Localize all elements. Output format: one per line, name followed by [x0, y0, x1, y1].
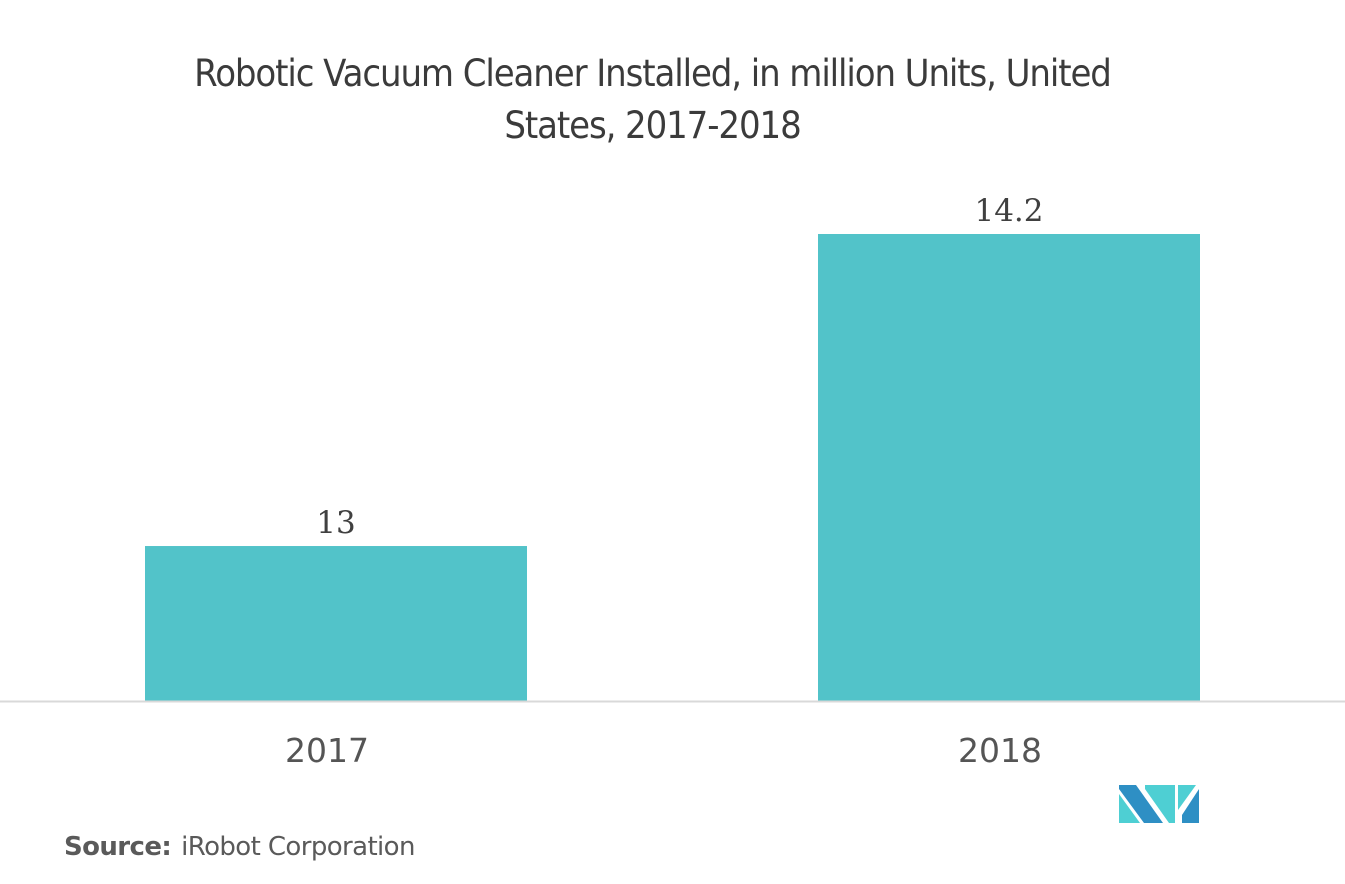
- chart-title-line-1: Robotic Vacuum Cleaner Installed, in mil…: [194, 52, 1112, 95]
- bar-2018: [818, 234, 1200, 701]
- value-label-2017: 13: [316, 505, 355, 541]
- chart-title: Robotic Vacuum Cleaner Installed, in mil…: [163, 48, 1143, 152]
- value-label-2018: 14.2: [974, 193, 1043, 229]
- x-tick-label-2018: 2018: [958, 731, 1042, 770]
- bars-group: [145, 234, 1200, 701]
- bar-2017: [145, 546, 527, 701]
- source-note: Source: iRobot Corporation: [64, 832, 415, 862]
- logo-shape-dark-left: [1119, 785, 1163, 823]
- logo-shape-light-middle: [1145, 785, 1175, 823]
- x-tick-label-2017: 2017: [285, 731, 369, 770]
- logo-shape-dark-right: [1182, 789, 1199, 823]
- chart-title-line-2: States, 2017-2018: [504, 104, 801, 147]
- bar-chart: 13 2017 14.2 2018: [0, 193, 1345, 770]
- logo-shape-light-left: [1119, 794, 1140, 823]
- source-label: Source:: [64, 832, 172, 862]
- source-text: iRobot Corporation: [181, 832, 415, 862]
- brand-logo-icon: [1119, 785, 1199, 823]
- labels-group: 13 2017 14.2 2018: [285, 193, 1044, 770]
- logo-shape-light-right: [1178, 785, 1196, 810]
